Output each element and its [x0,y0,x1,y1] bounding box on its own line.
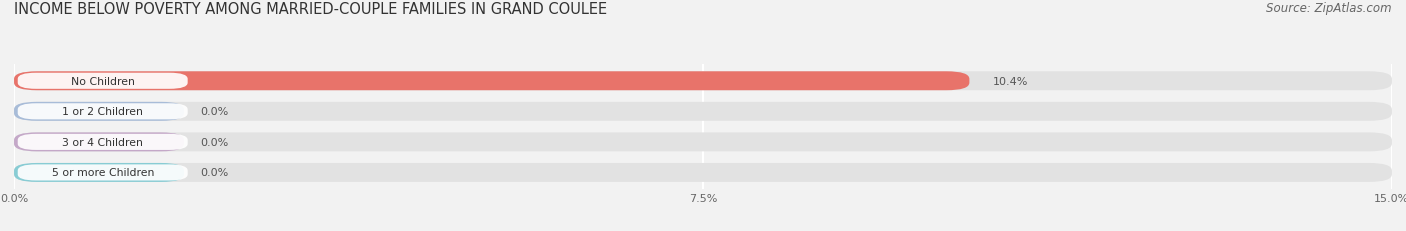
FancyBboxPatch shape [18,165,187,181]
FancyBboxPatch shape [18,73,187,89]
Text: 3 or 4 Children: 3 or 4 Children [62,137,143,147]
FancyBboxPatch shape [14,72,1392,91]
Text: 0.0%: 0.0% [201,137,229,147]
Text: 10.4%: 10.4% [993,76,1028,86]
Text: No Children: No Children [70,76,135,86]
FancyBboxPatch shape [14,102,184,121]
Text: Source: ZipAtlas.com: Source: ZipAtlas.com [1267,2,1392,15]
FancyBboxPatch shape [14,163,1392,182]
FancyBboxPatch shape [18,134,187,150]
FancyBboxPatch shape [14,133,184,152]
FancyBboxPatch shape [14,72,969,91]
Text: 0.0%: 0.0% [201,168,229,178]
Text: 5 or more Children: 5 or more Children [52,168,153,178]
Text: 1 or 2 Children: 1 or 2 Children [62,107,143,117]
FancyBboxPatch shape [14,133,1392,152]
Text: INCOME BELOW POVERTY AMONG MARRIED-COUPLE FAMILIES IN GRAND COULEE: INCOME BELOW POVERTY AMONG MARRIED-COUPL… [14,2,607,17]
FancyBboxPatch shape [14,163,184,182]
Text: 0.0%: 0.0% [201,107,229,117]
FancyBboxPatch shape [18,104,187,120]
FancyBboxPatch shape [14,102,1392,121]
